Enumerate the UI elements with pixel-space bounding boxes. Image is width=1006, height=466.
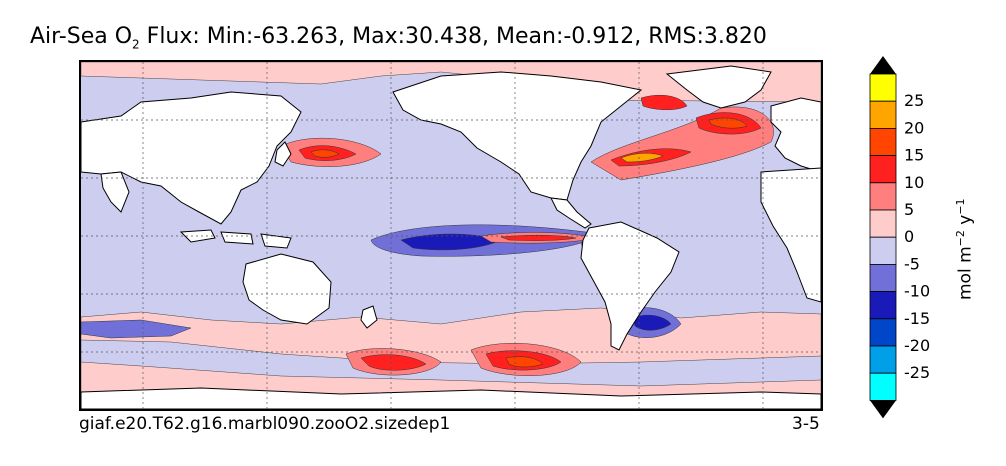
colorbar-band (869, 73, 897, 102)
kuroshio-flux-peak (310, 149, 340, 158)
asia-landmass (81, 91, 302, 225)
colorbar-band (869, 155, 897, 184)
colorbar-band (869, 182, 897, 211)
south-america (580, 221, 680, 351)
indonesia-island-b (220, 231, 254, 245)
colorbar-tick-label: 10 (904, 173, 924, 192)
colorbar-top-arrow (870, 56, 896, 74)
colorbar-band (869, 291, 897, 320)
run-name-caption: giaf.e20.T62.g16.marbl090.zooO2.sizedep1 (79, 414, 451, 434)
central-america (550, 197, 592, 229)
colorbar-bottom-arrow (870, 400, 896, 419)
colorbar-unit-label: mol m−2 y−1 (954, 198, 976, 300)
north-america (392, 71, 643, 201)
new-zealand (360, 305, 378, 329)
baffin-bay-flux (640, 95, 688, 110)
colorbar-tick-label: 0 (904, 227, 914, 246)
colorbar-band (869, 372, 897, 401)
map-title: Air-Sea O2 Flux: Min:-63.263, Max:30.438… (30, 24, 767, 52)
south-pacific-blob-a-core (360, 354, 427, 371)
colorbar-band (869, 236, 897, 265)
colorbar-tick-label: -25 (904, 363, 930, 382)
africa (760, 167, 821, 303)
colorbar-band (869, 318, 897, 347)
colorbar-tick-label: -5 (904, 254, 920, 273)
patagonian-shelf-negative-core (632, 314, 672, 331)
japan (274, 141, 292, 167)
colorbar-tick-label: 5 (904, 200, 914, 219)
colorbar-tick-label: 25 (904, 91, 924, 110)
greenland (665, 65, 772, 109)
new-guinea (260, 233, 292, 249)
flux-map (79, 60, 823, 411)
antarctica (81, 387, 821, 409)
indian-subcontinent (100, 171, 130, 213)
graticule (81, 62, 821, 409)
south-pacific-blob-b-peak (505, 356, 544, 368)
gulf-stream-peak (620, 153, 664, 163)
colorbar-tick-label: 15 (904, 146, 924, 165)
europe (770, 97, 821, 173)
map-canvas (81, 62, 821, 409)
indian-ocean-negative-patch (81, 319, 192, 339)
colorbar-tick-label: -10 (904, 282, 930, 301)
season-caption: 3-5 (792, 414, 820, 434)
colorbar: 25 20 15 10 5 0 -5 -10 -15 -20 -25 (869, 56, 930, 419)
colorbar-tick-label: -20 (904, 336, 930, 355)
colorbar-band (869, 263, 897, 292)
colorbar-tick-label: 20 (904, 118, 924, 137)
equatorial-pacific-positive-core (500, 234, 577, 241)
colorbar-band (869, 209, 897, 238)
colorbar-band (869, 345, 897, 374)
colorbar-band (869, 100, 897, 129)
southern-ocean-negative-strip (81, 339, 821, 387)
colorbar-band (869, 128, 897, 157)
colorbar-tick-label: -15 (904, 309, 930, 328)
labrador-sea-peak (708, 117, 748, 129)
